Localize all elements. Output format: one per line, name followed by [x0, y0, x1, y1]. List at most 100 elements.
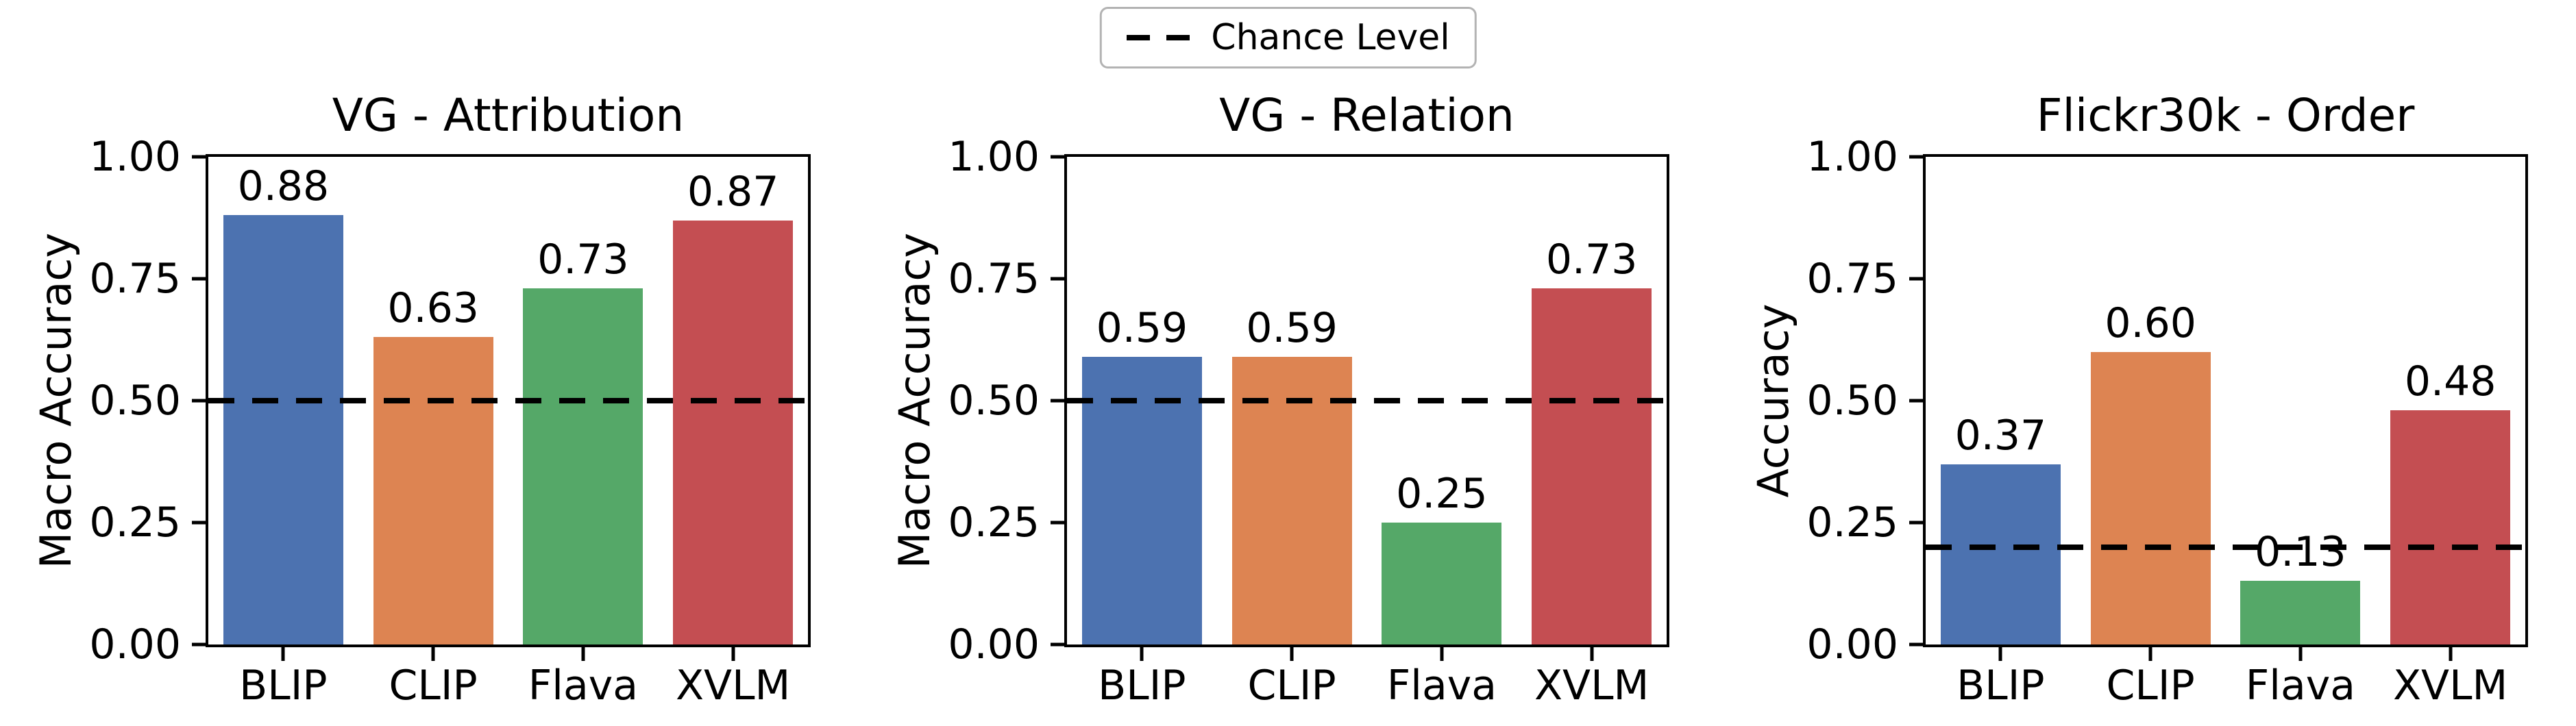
y-axis-ticks: 0.00 0.25 0.50 0.75 1.00: [89, 136, 808, 665]
y-tick-label: 0.00: [948, 621, 1040, 668]
bar-clip: [1231, 356, 1352, 644]
x-tick-label: Flava: [1386, 662, 1497, 710]
bar-value-label: 0.13: [2255, 528, 2346, 577]
x-tick-mark: [2148, 647, 2152, 661]
y-tick-mark: [1909, 399, 1923, 403]
x-tick-mark: [1290, 647, 1294, 661]
y-axis-label: Macro Accuracy: [31, 232, 81, 569]
y-tick-mark: [192, 521, 206, 525]
x-tick-label: CLIP: [1247, 662, 1336, 710]
bar-xvlm: [2390, 410, 2511, 644]
bar-value-label: 0.60: [2105, 299, 2196, 347]
bar-flava: [523, 288, 643, 644]
y-tick-mark: [192, 399, 206, 403]
y-axis-ticks: 0.00 0.25 0.50 0.75 1.00: [948, 136, 1667, 665]
bar-value-label: 0.59: [1246, 303, 1338, 352]
y-tick-mark: [1051, 155, 1064, 159]
bar-value-label: 0.37: [1954, 411, 2047, 460]
x-tick-label: XVLM: [675, 662, 791, 710]
bar-xvlm: [1532, 288, 1652, 644]
y-tick-label: 0.50: [89, 377, 181, 425]
bar-value-label: 0.88: [237, 162, 330, 211]
subplot-vg-relation: VG - Relation Macro Accuracy 0.00 0.25 0.5…: [859, 89, 1717, 726]
y-tick-label: 0.25: [948, 499, 1040, 547]
bar-value-label: 0.87: [687, 167, 779, 216]
y-tick-label: 0.25: [1806, 499, 1898, 547]
legend: Chance Level: [1099, 7, 1477, 68]
chance-level-line: [1067, 398, 1667, 403]
y-tick-mark: [192, 642, 206, 647]
x-tick-mark: [1440, 647, 1444, 661]
y-tick-mark: [1909, 155, 1923, 159]
y-tick-label: 1.00: [89, 133, 181, 181]
dashed-line-icon: [1126, 35, 1192, 40]
y-tick-label: 0.75: [89, 255, 181, 303]
bar-blip: [223, 215, 343, 644]
x-tick-mark: [581, 647, 585, 661]
x-tick-label: Flava: [2245, 662, 2355, 710]
x-tick-label: XVLM: [2392, 662, 2508, 710]
subplot-flickr30k-order: Flickr30k - Order Accuracy 0.00 0.25 0.50 0…: [1717, 89, 2576, 726]
bar-flava: [1382, 523, 1502, 644]
x-tick-label: BLIP: [239, 662, 328, 710]
y-tick-mark: [1909, 521, 1923, 525]
bar-flava: [2240, 581, 2361, 644]
x-tick-label: CLIP: [389, 662, 478, 710]
y-tick-label: 0.75: [948, 255, 1040, 303]
y-tick-mark: [1051, 399, 1064, 403]
y-tick-mark: [1051, 277, 1064, 281]
y-tick-label: 0.50: [1806, 377, 1898, 425]
chance-level-line: [208, 398, 808, 403]
bar-xvlm: [673, 220, 794, 644]
x-tick-mark: [1140, 647, 1144, 661]
x-tick-mark: [281, 647, 285, 661]
y-tick-mark: [1051, 642, 1064, 647]
y-tick-mark: [1051, 521, 1064, 525]
y-axis-label: Macro Accuracy: [890, 232, 940, 569]
y-tick-label: 0.00: [1806, 621, 1898, 668]
x-axis-ticks: BLIP CLIP Flava XVLM: [1926, 157, 2525, 706]
bar-value-label: 0.25: [1396, 470, 1488, 518]
x-tick-mark: [431, 647, 435, 661]
x-tick-label: BLIP: [1956, 662, 2045, 710]
chart-title: VG - Attribution: [332, 89, 685, 142]
x-tick-mark: [731, 647, 735, 661]
bar-value-label: 0.73: [1545, 236, 1638, 284]
x-axis-ticks: BLIP CLIP Flava XVLM: [1067, 157, 1667, 706]
plot-area: 0.00 0.25 0.50 0.75 1.00 0.59 0.59 0.25 0.73 BL…: [948, 136, 1669, 706]
bar-clip: [2090, 351, 2211, 644]
plot-area: 0.00 0.25 0.50 0.75 1.00 0.88 0.63 0.73 0.87 BL…: [89, 136, 811, 706]
y-tick-label: 1.00: [1806, 133, 1898, 181]
charts-row: VG - Attribution Macro Accuracy 0.00 0.25…: [0, 89, 2576, 726]
y-tick-label: 0.25: [89, 499, 181, 547]
legend-label: Chance Level: [1211, 17, 1450, 58]
bars-layer: 0.88 0.63 0.73 0.87: [208, 157, 808, 644]
x-tick-label: BLIP: [1098, 662, 1186, 710]
y-tick-label: 0.00: [89, 621, 181, 668]
bar-value-label: 0.59: [1096, 303, 1188, 352]
bars-layer: 0.37 0.60 0.13 0.48: [1926, 157, 2525, 644]
x-tick-label: Flava: [528, 662, 638, 710]
x-tick-label: XVLM: [1534, 662, 1649, 710]
x-tick-label: CLIP: [2106, 662, 2195, 710]
y-axis-ticks: 0.00 0.25 0.50 0.75 1.00: [1806, 136, 2525, 665]
bar-clip: [373, 337, 493, 644]
bar-value-label: 0.73: [537, 236, 629, 284]
y-tick-label: 1.00: [948, 133, 1040, 181]
bar-value-label: 0.63: [387, 284, 479, 333]
y-tick-mark: [192, 155, 206, 159]
plot-area: 0.00 0.25 0.50 0.75 1.00 0.37 0.60 0.13 0.48 BL…: [1806, 136, 2528, 706]
x-tick-mark: [2298, 647, 2303, 661]
x-axis-ticks: BLIP CLIP Flava XVLM: [208, 157, 808, 706]
chart-title: Flickr30k - Order: [2036, 89, 2415, 142]
chart-title: VG - Relation: [1219, 89, 1514, 142]
y-axis-label: Accuracy: [1748, 303, 1798, 498]
bar-value-label: 0.48: [2404, 358, 2497, 406]
subplot-vg-attribution: VG - Attribution Macro Accuracy 0.00 0.25…: [0, 89, 859, 726]
bars-layer: 0.59 0.59 0.25 0.73: [1067, 157, 1667, 644]
y-tick-label: 0.50: [948, 377, 1040, 425]
y-tick-mark: [192, 277, 206, 281]
y-tick-mark: [1909, 642, 1923, 647]
chance-level-line: [1926, 544, 2525, 550]
